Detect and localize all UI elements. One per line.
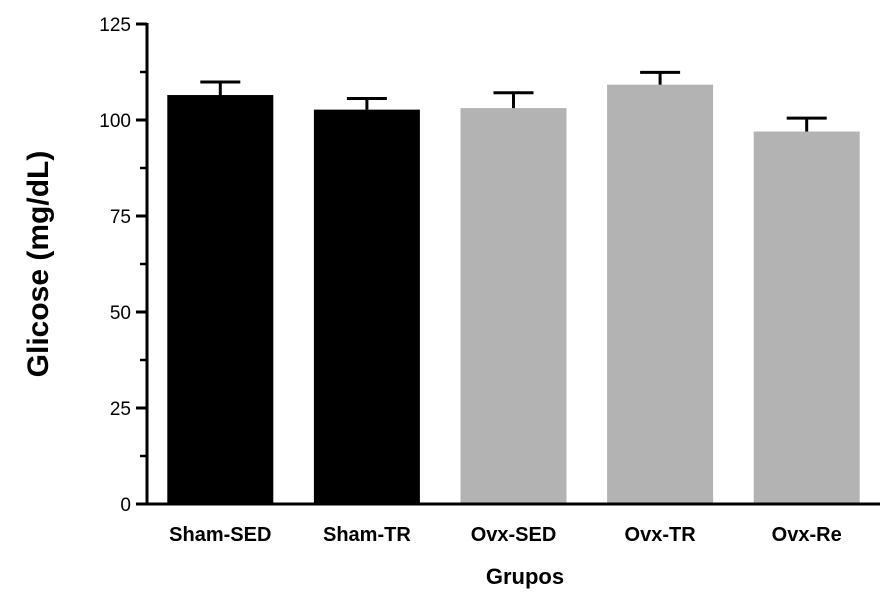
y-axis-title: Glicose (mg/dL) — [22, 151, 55, 378]
y-tick-label: 75 — [110, 207, 131, 228]
y-axis-ticks: 0 25 50 75 100 125 — [99, 15, 147, 516]
x-tick-label: Sham-TR — [323, 524, 411, 546]
error-bars — [200, 70, 827, 132]
bar-ovx-sed — [460, 108, 567, 504]
bars — [167, 84, 860, 504]
x-axis-tick-labels: Sham-SED Sham-TR Ovx-SED Ovx-TR Ovx-Re — [169, 524, 842, 546]
y-tick-label: 25 — [110, 399, 131, 420]
y-tick-label: 50 — [110, 303, 131, 324]
bar-ovx-re — [753, 131, 860, 504]
bar-sham-sed — [167, 95, 274, 504]
bar-ovx-tr — [607, 84, 714, 504]
x-tick-label: Ovx-TR — [625, 524, 697, 546]
y-tick-label: 0 — [120, 495, 131, 516]
y-tick-label: 125 — [99, 15, 131, 36]
bar-sham-tr — [313, 109, 420, 504]
x-tick-label: Ovx-Re — [772, 524, 842, 546]
y-tick-label: 100 — [99, 111, 131, 132]
x-tick-label: Sham-SED — [169, 524, 271, 546]
x-tick-label: Ovx-SED — [471, 524, 557, 546]
x-axis-title: Grupos — [486, 564, 564, 589]
